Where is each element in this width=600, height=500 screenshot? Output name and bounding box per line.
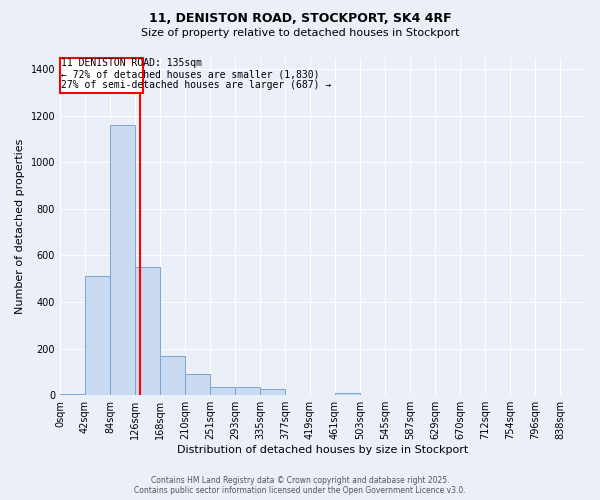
- Bar: [60, 394, 85, 395]
- Text: ← 72% of detached houses are smaller (1,830): ← 72% of detached houses are smaller (1,…: [61, 69, 320, 79]
- Bar: [60, 58, 143, 93]
- Text: 11 DENISTON ROAD: 135sqm: 11 DENISTON ROAD: 135sqm: [61, 58, 202, 68]
- Text: Contains HM Land Registry data © Crown copyright and database right 2025.
Contai: Contains HM Land Registry data © Crown c…: [134, 476, 466, 495]
- Bar: [160, 356, 185, 395]
- Bar: [185, 374, 210, 395]
- Bar: [210, 387, 235, 395]
- Bar: [335, 393, 360, 395]
- X-axis label: Distribution of detached houses by size in Stockport: Distribution of detached houses by size …: [177, 445, 468, 455]
- Bar: [235, 387, 260, 395]
- Text: Size of property relative to detached houses in Stockport: Size of property relative to detached ho…: [141, 28, 459, 38]
- Bar: [110, 125, 135, 395]
- Bar: [260, 390, 285, 395]
- Bar: [135, 267, 160, 395]
- Text: 27% of semi-detached houses are larger (687) →: 27% of semi-detached houses are larger (…: [61, 80, 331, 90]
- Bar: [85, 276, 110, 395]
- Y-axis label: Number of detached properties: Number of detached properties: [15, 138, 25, 314]
- Text: 11, DENISTON ROAD, STOCKPORT, SK4 4RF: 11, DENISTON ROAD, STOCKPORT, SK4 4RF: [149, 12, 451, 26]
